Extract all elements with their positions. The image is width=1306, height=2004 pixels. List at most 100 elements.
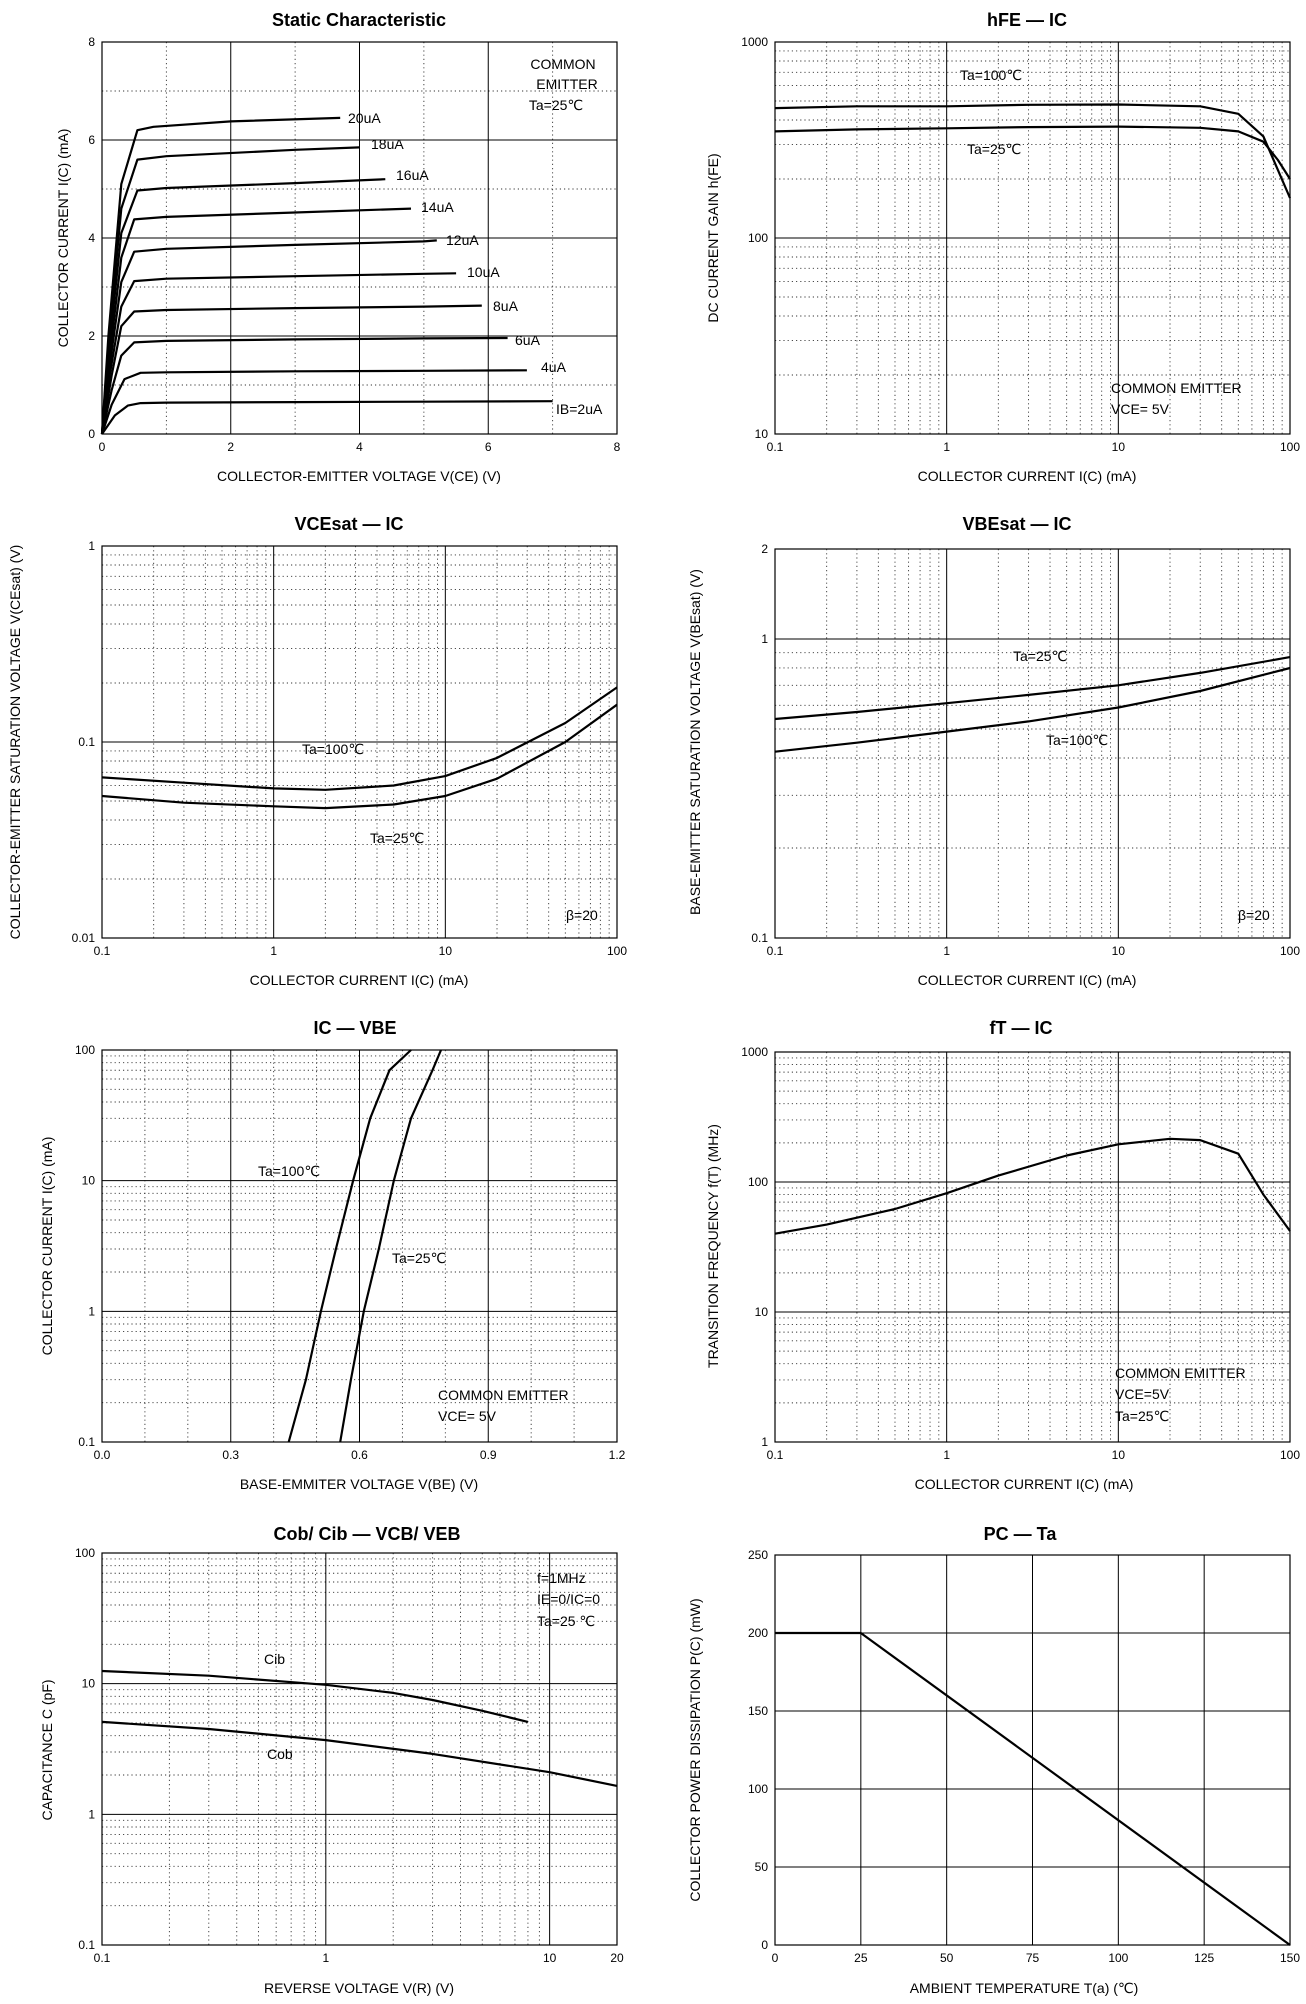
cap-title: Cob/ Cib — VCB/ VEB (273, 1524, 460, 1544)
icvbe-series-1 (339, 1049, 443, 1443)
pc-xtick-label-0: 0 (772, 1951, 779, 1965)
ft-curves (774, 1137, 1291, 1235)
ft-conditions: COMMON EMITTER VCE=5V Ta=25℃ (1115, 1365, 1246, 1424)
hfe-plot-frame (774, 41, 1291, 435)
ft-xtick-label-3: 100 (1280, 1448, 1300, 1462)
pc-series-0 (775, 1631, 1291, 1946)
hfe-title: hFE — IC (987, 10, 1067, 30)
chart-capacitance: Cob/ Cib — VCB/ VEB 0.1 1 10 20 0.1 1 10 100 f=… (39, 1524, 624, 1996)
ft-title: fT — IC (990, 1018, 1053, 1038)
ft-grid (775, 1052, 1290, 1442)
icvbe-ytick-label-2: 10 (82, 1174, 96, 1188)
icvbe-xtick-label-1: 0.3 (222, 1448, 239, 1462)
label-16ua: 16uA (396, 167, 429, 183)
hfe-xtick-label-3: 100 (1280, 440, 1300, 454)
icvbe-conditions: COMMON EMITTER VCE= 5V (438, 1387, 569, 1424)
ft-xtick-label-2: 10 (1112, 1448, 1126, 1462)
cap-grid (102, 1553, 617, 1945)
static-ticks: 0 2 4 6 8 0 2 4 6 8 (88, 35, 620, 454)
vbesat-plot-frame (774, 548, 1291, 939)
vcesat-ticks: 0.1 1 10 1000.010.11 (72, 539, 628, 958)
cap-ytick-label-0: 0.1 (78, 1938, 95, 1952)
vbesat-ytick-label-1: 1 (761, 632, 768, 646)
static-xlabel: COLLECTOR-EMITTER VOLTAGE V(CE) (V) (217, 468, 501, 484)
icvbe-ylabel: COLLECTOR CURRENT I(C) (mA) (39, 1137, 55, 1356)
static-xtick-label-4: 8 (614, 440, 621, 454)
vbesat-ytick-label-2: 2 (761, 542, 768, 556)
label-10ua: 10uA (467, 264, 500, 280)
vcesat-series-1 (101, 703, 618, 810)
chart-vbesat: VBEsat — IC 0.1 1 10 100 0.1 1 2 β=20 Ta=25℃ T… (687, 514, 1300, 988)
pc-ytick-label-1: 50 (755, 1860, 769, 1874)
vcesat-ylabel: COLLECTOR-EMITTER SATURATION VOLTAGE V(C… (7, 545, 23, 940)
vbesat-curves (774, 656, 1291, 753)
hfe-label-100c: Ta=100℃ (960, 67, 1022, 83)
pc-ytick-label-4: 200 (748, 1626, 768, 1640)
chart-icvbe: IC — VBE 0.0 0.3 0.6 0.9 1.2 0.1 1 10 100 COMMON… (39, 1018, 626, 1492)
label-ib-2ua: IB=2uA (556, 401, 603, 417)
icvbe-cond-2: VCE= 5V (438, 1408, 497, 1424)
vbesat-cond-beta: β=20 (1238, 907, 1270, 923)
ft-cond-3: Ta=25℃ (1115, 1408, 1169, 1424)
vcesat-xtick-label-1: 1 (270, 944, 277, 958)
cap-label-cib: Cib (264, 1651, 285, 1667)
static-xtick-label-0: 0 (99, 440, 106, 454)
vcesat-ytick-label-0: 0.01 (72, 931, 96, 945)
cap-series-0 (101, 1669, 529, 1723)
label-20ua: 20uA (348, 110, 381, 126)
vcesat-ytick-label-2: 1 (88, 539, 95, 553)
vbesat-xtick-label-3: 100 (1280, 944, 1300, 958)
vcesat-cond-beta: β=20 (566, 907, 598, 923)
vcesat-label-100c: Ta=100℃ (302, 741, 364, 757)
pc-xtick-label-2: 50 (940, 1951, 954, 1965)
hfe-ytick-label-0: 10 (755, 427, 769, 441)
vbesat-label-25c: Ta=25℃ (1013, 648, 1067, 664)
hfe-xtick-label-1: 1 (943, 440, 950, 454)
chart-static: Static Characteristic 0 2 4 6 8 0 2 4 6 8 COMMON … (55, 10, 621, 484)
pc-xlabel: AMBIENT TEMPERATURE T(a) (℃) (910, 1980, 1139, 1996)
pc-ylabel: COLLECTOR POWER DISSIPATION P(C) (mW) (687, 1598, 703, 1901)
vbesat-series-1 (774, 666, 1291, 753)
vcesat-series-0 (101, 686, 618, 791)
pc-xtick-label-4: 100 (1108, 1951, 1128, 1965)
hfe-conditions: COMMON EMITTER VCE= 5V (1111, 380, 1242, 417)
label-8ua: 8uA (493, 298, 519, 314)
cap-xtick-label-0: 0.1 (94, 1951, 111, 1965)
icvbe-ytick-label-0: 0.1 (78, 1435, 95, 1449)
cap-xlabel: REVERSE VOLTAGE V(R) (V) (264, 1980, 454, 1996)
ft-xtick-label-1: 1 (943, 1448, 950, 1462)
chart-vcesat: VCEsat — IC 0.1 1 10 1000.010.11 β=20 Ta=10… (7, 514, 627, 988)
ft-ytick-label-2: 100 (748, 1175, 768, 1189)
ft-plot-frame (774, 1051, 1291, 1443)
vbesat-xtick-label-0: 0.1 (767, 944, 784, 958)
vbesat-xtick-label-1: 1 (943, 944, 950, 958)
vcesat-plot-frame (101, 545, 618, 939)
label-4ua: 4uA (541, 359, 567, 375)
icvbe-plot-frame (101, 1049, 618, 1443)
vbesat-label-100c: Ta=100℃ (1046, 732, 1108, 748)
ft-ytick-label-1: 10 (755, 1305, 769, 1319)
pc-curves (775, 1631, 1291, 1946)
hfe-xtick-label-2: 10 (1112, 440, 1126, 454)
static-grid (102, 42, 617, 434)
vcesat-xtick-label-3: 100 (607, 944, 627, 958)
static-xtick-label-1: 2 (227, 440, 234, 454)
ft-xtick-label-0: 0.1 (767, 1448, 784, 1462)
vcesat-curve-labels: Ta=100℃ Ta=25℃ (302, 741, 424, 846)
static-series-9 (100, 116, 341, 435)
pc-plot-frame (774, 1554, 1291, 1946)
cap-conditions: f=1MHz IE=0/IC=0 Ta=25 ℃ (537, 1570, 600, 1629)
vbesat-curve-labels: Ta=25℃ Ta=100℃ (1013, 648, 1108, 748)
ft-ylabel: TRANSITION FREQUENCY f(T) (MHz) (705, 1124, 721, 1368)
vcesat-curves (101, 686, 618, 810)
cap-curves (101, 1669, 618, 1787)
cap-label-cob: Cob (267, 1746, 293, 1762)
icvbe-ytick-label-3: 100 (75, 1043, 95, 1057)
ft-xlabel: COLLECTOR CURRENT I(C) (mA) (915, 1476, 1134, 1492)
ft-cond-2: VCE=5V (1115, 1386, 1170, 1402)
ft-cond-1: COMMON EMITTER (1115, 1365, 1246, 1381)
vcesat-xtick-label-0: 0.1 (94, 944, 111, 958)
vbesat-xtick-label-2: 10 (1112, 944, 1126, 958)
cap-cond-1: f=1MHz (537, 1570, 586, 1586)
icvbe-ytick-label-1: 1 (88, 1304, 95, 1318)
